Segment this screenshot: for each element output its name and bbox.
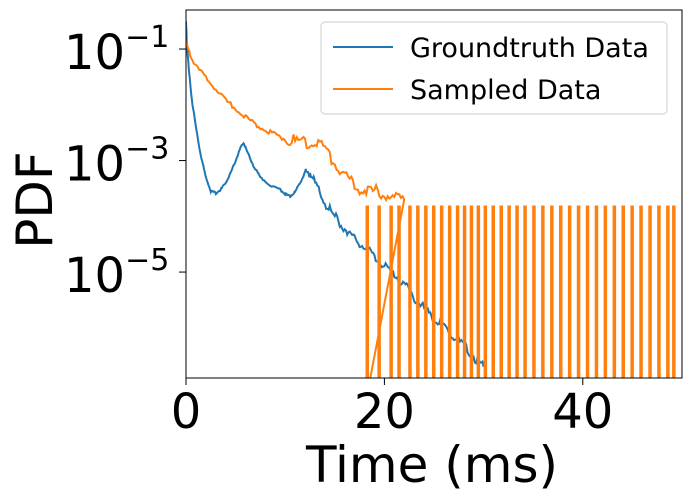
y-tick-label: 10−3 [64,132,169,193]
plot-lines [186,21,676,378]
legend-label-sampled: Sampled Data [410,75,601,106]
y-tick-label: 10−5 [64,243,169,304]
legend: Groundtruth Data Sampled Data [320,21,668,115]
series-line-sampled [186,40,676,378]
x-tick-label: 20 [354,384,415,440]
y-axis-label: PDF [6,151,64,248]
x-tick-label: 40 [552,384,613,440]
x-axis-label: Time (ms) [305,436,558,494]
x-axis-ticks: 0 20 40 [171,378,613,440]
y-tick-label: 10−1 [64,20,169,81]
plot-frame [185,9,683,379]
legend-label-groundtruth: Groundtruth Data [410,33,649,64]
legend-box [320,21,668,115]
series-line-groundtruth [186,21,485,368]
y-axis-ticks: 10−1 10−3 10−5 [64,20,186,304]
x-tick-label: 0 [171,384,202,440]
